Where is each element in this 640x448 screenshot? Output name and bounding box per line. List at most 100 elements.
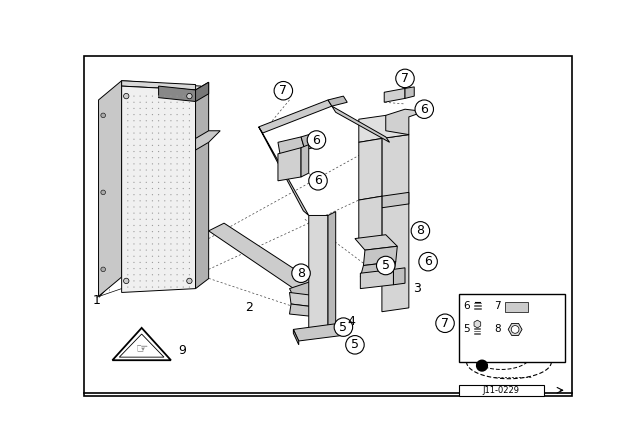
Circle shape: [415, 100, 433, 118]
Circle shape: [177, 145, 178, 146]
Circle shape: [146, 219, 147, 220]
Circle shape: [411, 222, 429, 240]
Circle shape: [158, 231, 159, 232]
Circle shape: [189, 280, 190, 281]
Text: 5: 5: [339, 321, 348, 334]
Circle shape: [146, 256, 147, 257]
Circle shape: [164, 262, 165, 263]
Circle shape: [189, 268, 190, 269]
Circle shape: [274, 82, 292, 100]
Circle shape: [146, 157, 147, 158]
Circle shape: [182, 95, 184, 97]
Polygon shape: [359, 138, 382, 200]
Polygon shape: [196, 131, 220, 150]
Circle shape: [170, 126, 172, 128]
Circle shape: [170, 157, 172, 158]
Circle shape: [189, 138, 190, 140]
Polygon shape: [196, 82, 209, 102]
Circle shape: [182, 237, 184, 238]
Circle shape: [177, 250, 178, 251]
Polygon shape: [122, 86, 196, 293]
Circle shape: [189, 225, 190, 226]
Circle shape: [133, 145, 134, 146]
Circle shape: [133, 151, 134, 152]
Circle shape: [164, 169, 165, 171]
Circle shape: [127, 176, 129, 177]
Circle shape: [133, 237, 134, 238]
Circle shape: [127, 286, 129, 288]
Circle shape: [152, 182, 153, 183]
Circle shape: [158, 286, 159, 288]
Circle shape: [158, 176, 159, 177]
Polygon shape: [301, 145, 308, 177]
Circle shape: [164, 200, 165, 202]
Circle shape: [133, 256, 134, 257]
Circle shape: [419, 252, 437, 271]
Circle shape: [182, 262, 184, 263]
Text: 8: 8: [417, 224, 424, 237]
Circle shape: [133, 138, 134, 140]
Circle shape: [140, 182, 141, 183]
Polygon shape: [159, 86, 196, 102]
Circle shape: [140, 256, 141, 257]
Circle shape: [101, 190, 106, 195]
Circle shape: [140, 126, 141, 128]
Circle shape: [170, 237, 172, 238]
Polygon shape: [508, 323, 522, 336]
Polygon shape: [113, 328, 171, 360]
Circle shape: [146, 225, 147, 226]
Circle shape: [158, 138, 159, 140]
Circle shape: [127, 194, 129, 195]
Circle shape: [140, 262, 141, 263]
Circle shape: [177, 225, 178, 226]
Circle shape: [152, 212, 153, 214]
Circle shape: [127, 243, 129, 245]
Text: 7: 7: [441, 317, 449, 330]
Circle shape: [140, 231, 141, 232]
Circle shape: [158, 225, 159, 226]
Circle shape: [182, 108, 184, 109]
Circle shape: [152, 120, 153, 121]
Circle shape: [152, 163, 153, 164]
Circle shape: [140, 138, 141, 140]
Circle shape: [140, 286, 141, 288]
Circle shape: [146, 268, 147, 269]
Circle shape: [127, 280, 129, 281]
Circle shape: [152, 133, 153, 134]
Circle shape: [182, 256, 184, 257]
Polygon shape: [99, 81, 122, 296]
Circle shape: [127, 95, 129, 97]
Circle shape: [158, 95, 159, 97]
Circle shape: [152, 151, 153, 152]
Circle shape: [146, 274, 147, 276]
Circle shape: [152, 219, 153, 220]
Circle shape: [146, 108, 147, 109]
Circle shape: [152, 188, 153, 189]
Circle shape: [189, 151, 190, 152]
Circle shape: [152, 256, 153, 257]
Circle shape: [170, 212, 172, 214]
Circle shape: [164, 126, 165, 128]
Circle shape: [152, 108, 153, 109]
Circle shape: [101, 113, 106, 118]
Circle shape: [177, 286, 178, 288]
Circle shape: [101, 267, 106, 271]
Circle shape: [189, 256, 190, 257]
Circle shape: [189, 95, 190, 97]
Circle shape: [127, 157, 129, 158]
Text: 2: 2: [246, 302, 253, 314]
Circle shape: [127, 120, 129, 121]
Circle shape: [152, 145, 153, 146]
Circle shape: [164, 114, 165, 115]
Circle shape: [182, 157, 184, 158]
Circle shape: [170, 108, 172, 109]
Circle shape: [182, 231, 184, 232]
Circle shape: [146, 280, 147, 281]
Circle shape: [140, 102, 141, 103]
Circle shape: [170, 163, 172, 164]
Circle shape: [170, 250, 172, 251]
Circle shape: [189, 182, 190, 183]
Text: 6: 6: [424, 255, 432, 268]
Circle shape: [146, 200, 147, 202]
Circle shape: [182, 176, 184, 177]
